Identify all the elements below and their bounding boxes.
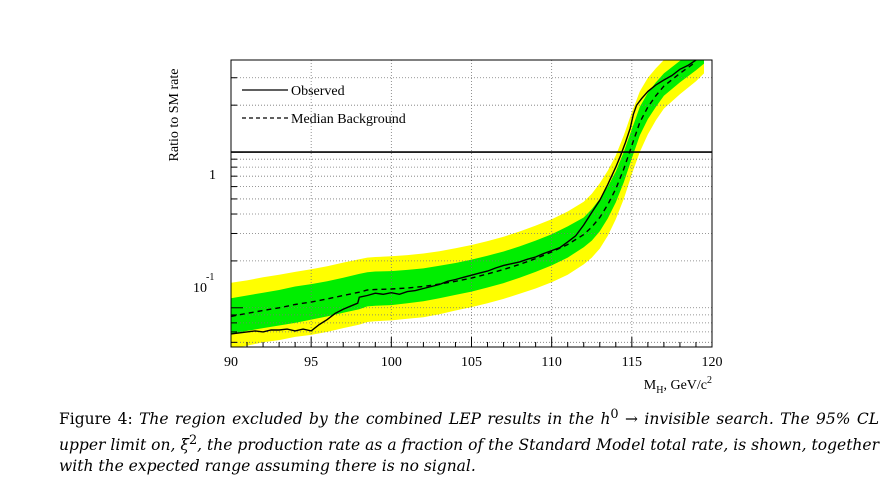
x-axis-label: MH, GeV/c2 [644, 375, 712, 396]
y-tick-label-0.1-base: 10 [193, 281, 207, 296]
axes: 90 95 100 105 110 115 120 [224, 77, 723, 370]
x-tick-label: 110 [541, 355, 561, 370]
y-axis-label: Ratio to SM rate [167, 69, 182, 162]
median-background-line [231, 61, 697, 318]
expected-bands [231, 60, 704, 347]
x-tick-label: 95 [304, 355, 318, 370]
chart: 90 95 100 105 110 115 120 Observed Median Back… [167, 59, 723, 396]
grid [231, 60, 712, 347]
caption-text-3: , the production rate as a fraction of t… [59, 436, 879, 476]
legend-median-label: Median Background [291, 112, 406, 127]
series-layer [231, 60, 712, 335]
caption-arrow: → [618, 410, 645, 429]
x-tick-label: 105 [461, 355, 482, 370]
caption-text-1: The region excluded by the combined LEP … [139, 410, 601, 429]
figure-caption: Figure 4: The region excluded by the com… [59, 404, 879, 477]
observed-line [231, 60, 697, 335]
band-2sigma [231, 60, 704, 347]
caption-text-2: invisible search. The 95% CL upper limit… [59, 410, 879, 455]
caption-symbol-xi-sup: 2 [188, 433, 198, 449]
caption-label: Figure 4: [59, 410, 133, 429]
x-tick-label: 90 [224, 355, 238, 370]
x-tick-label: 115 [622, 355, 642, 370]
x-tick-label: 120 [702, 355, 723, 370]
x-tick-label: 100 [381, 355, 402, 370]
legend: Observed Median Background [242, 84, 406, 127]
y-tick-label-0.1-exp: -1 [206, 272, 214, 283]
caption-symbol-h: h [600, 410, 611, 429]
legend-observed-label: Observed [291, 84, 345, 99]
band-1sigma [231, 60, 704, 334]
caption-symbol-h-sup: 0 [610, 407, 619, 422]
y-tick-label-1: 1 [209, 168, 216, 183]
caption-symbol-xi: ξ [180, 436, 189, 455]
